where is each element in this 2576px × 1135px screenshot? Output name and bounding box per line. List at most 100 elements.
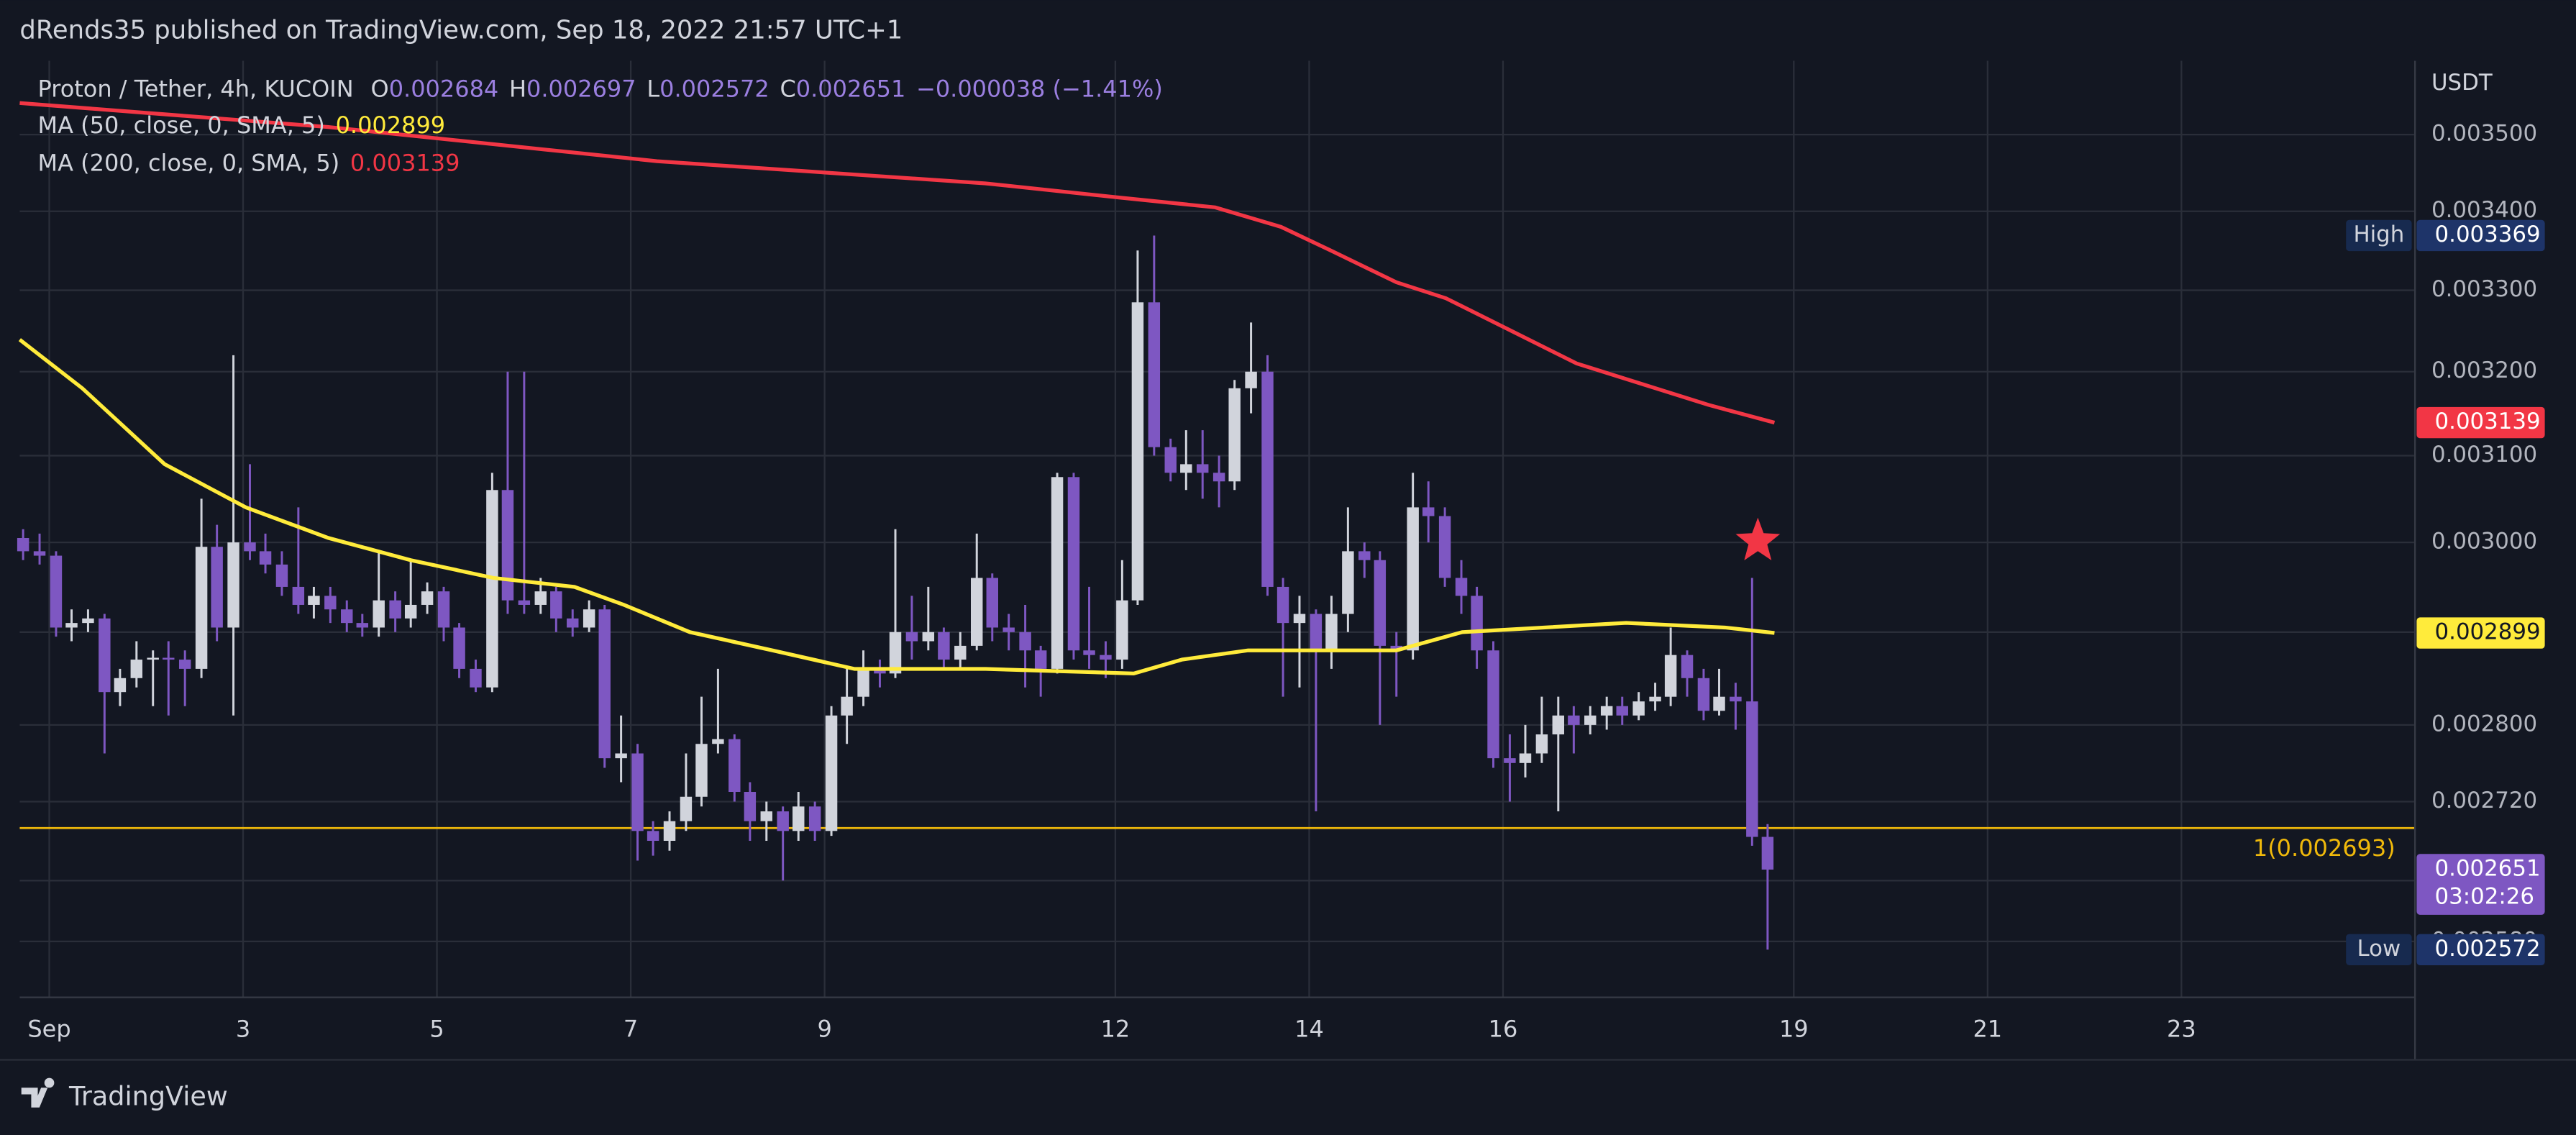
candle-body [50,555,63,628]
candle-body [65,623,78,628]
candle-body [1116,600,1128,660]
candle-body [341,609,353,624]
ohlc-letter: O [371,76,389,103]
candle-body [1649,696,1661,702]
candle-body [631,753,644,831]
y-tick-label: 0.003000 [2431,529,2537,555]
x-tick-label: 14 [1294,1015,1324,1042]
x-tick-label: 21 [1973,1015,2002,1042]
candle-body [1325,614,1338,651]
high-tag-label: High [2353,222,2404,247]
candle-body [1746,701,1758,837]
candle-body [453,627,465,669]
y-tick-label: 0.003400 [2431,197,2537,223]
candle-body [938,632,950,660]
candle-body [1374,560,1387,646]
y-tick-label: 0.003500 [2431,121,2537,147]
candle-body [712,739,724,744]
candle-body [178,660,191,669]
candle-body [1422,507,1435,516]
low-tag [2346,934,2412,965]
candle-body [404,604,417,619]
candle-body [501,490,514,601]
candle-body [1342,551,1354,614]
candle-body [1261,371,1274,587]
candle-body [1034,650,1047,669]
candle-body [99,618,111,693]
candle-body [1083,650,1095,655]
candle-body [1632,701,1645,716]
candle-body [1730,696,1742,702]
candle-body [534,591,547,605]
candle-body [695,744,708,797]
candle-body [663,821,676,841]
candle-body [1697,678,1710,711]
candle-body [1761,837,1774,870]
candle-body [227,542,239,628]
y-tick-label: 0.003100 [2431,442,2537,468]
candle-body [389,600,401,619]
candle-body [986,578,999,628]
candle-body [1407,507,1419,651]
candle-body [470,668,482,688]
countdown: 03:02:26 [2435,883,2534,909]
currency: USDT [2431,70,2493,96]
x-tick-label: 7 [624,1015,638,1042]
candle-body [647,831,659,841]
ma-name: MA (200, close, 0, SMA, 5) [38,149,340,176]
candle-body [1487,650,1499,759]
y-tick-label: 0.003300 [2431,276,2537,302]
candle-body [147,657,159,660]
candle-body [1164,447,1177,473]
candle-body [1504,758,1516,763]
candle-body [1051,477,1064,669]
open-value: 0.002684 [389,76,499,103]
candle-body [1600,706,1613,716]
candle-body [1455,578,1468,596]
candle-body [1519,753,1532,763]
candle-body [680,796,693,821]
low-value: 0.002572 [2435,936,2541,962]
symbol: Proton / Tether, 4h, KUCOIN [38,76,354,103]
candle-body [1390,645,1402,651]
star-annotation [1735,517,1781,561]
ma-value: 0.002899 [336,111,446,139]
candle-body [1228,388,1241,482]
low-value: 0.002572 [659,76,769,103]
low-tag-label: Low [2357,936,2401,962]
candle-body [857,668,869,697]
x-tick-label: 3 [236,1015,250,1042]
candle-body [1535,734,1548,754]
candle-body [1358,551,1371,560]
high-value: 0.003369 [2435,222,2541,247]
candle-body [130,660,143,678]
ma-line [18,338,1775,676]
candle-body [1664,655,1677,697]
x-tick-label: 5 [429,1015,444,1042]
candle-body [583,609,595,628]
candle-body [114,678,127,693]
last-value: 0.002651 [2435,856,2541,882]
candle-body [1713,696,1725,711]
candle-body [244,542,256,552]
candle-body [437,591,450,628]
candle-body [1019,632,1031,651]
candle-body [33,551,46,556]
candle-body [1100,655,1112,660]
candle-body [598,609,611,759]
candle-body [1148,302,1161,447]
candle-body [1067,477,1080,651]
x-tick-label: Sep [27,1015,70,1042]
candle-body [970,578,983,646]
high-tag [2346,219,2412,252]
ma50-value: 0.002899 [2435,619,2541,645]
candle-body [954,645,967,660]
level-label: 1(0.002693) [2253,834,2395,862]
y-tick-label: 0.003200 [2431,357,2537,383]
candle-body [1568,715,1580,725]
candle-body [744,792,757,821]
candle-body [259,551,272,565]
candle-body [1212,473,1225,482]
candle-body [889,632,902,674]
